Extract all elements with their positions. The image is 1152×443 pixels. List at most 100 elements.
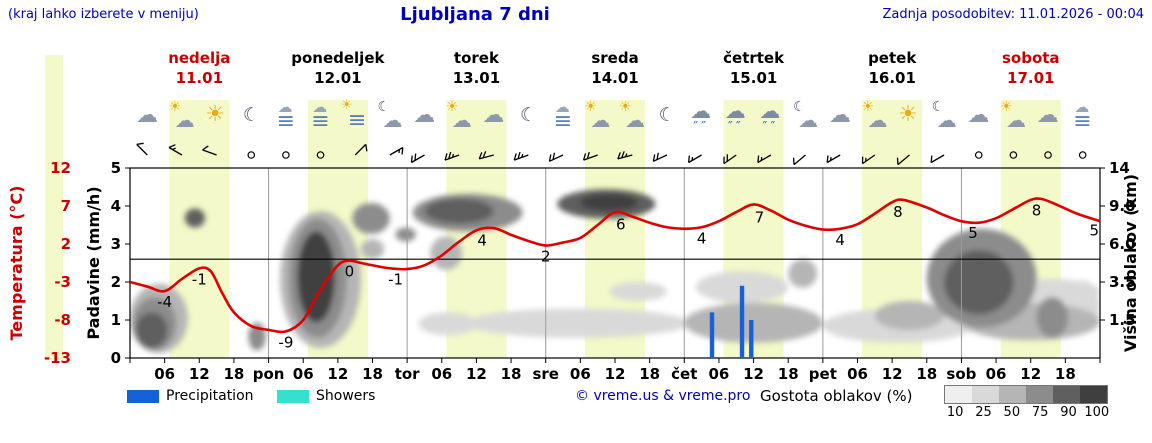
temperature-value-label: 7 bbox=[755, 209, 765, 227]
sun-icon: ☀ bbox=[199, 97, 234, 141]
time-tick-label: 06 bbox=[847, 365, 868, 383]
precip-tick-label: 2 bbox=[111, 273, 121, 291]
showers-label: Showers bbox=[316, 388, 376, 404]
day-headers: nedelja 11.01 ponedeljek 12.01 torek 13.01 sre… bbox=[130, 48, 1100, 88]
wind-barb bbox=[757, 154, 772, 164]
icon-glyph: ☁ bbox=[312, 98, 328, 116]
precip-bar bbox=[709, 312, 715, 358]
cloud-region bbox=[609, 282, 667, 301]
time-tick-label: 06 bbox=[708, 365, 729, 383]
icon-glyph: ☀ bbox=[1000, 99, 1013, 115]
temp-tick-label: 12 bbox=[50, 159, 71, 177]
time-tick-label: 12 bbox=[743, 365, 764, 383]
temperature-value-label: 8 bbox=[1032, 202, 1042, 220]
day-abbrev-label: sob bbox=[946, 365, 976, 383]
icon-glyph: ☁ bbox=[1006, 108, 1027, 132]
density-scale-cell bbox=[1026, 386, 1053, 403]
cloud-height-tick-label: 14 bbox=[1109, 159, 1130, 177]
day-header: nedelja 11.01 bbox=[130, 48, 269, 88]
density-scale-cell bbox=[999, 386, 1026, 403]
day-name: četrtek bbox=[723, 49, 785, 67]
time-tick-label: 12 bbox=[466, 365, 487, 383]
icon-glyph: ″ bbox=[735, 120, 741, 135]
wind-barb bbox=[136, 142, 148, 156]
precipitation-label: Precipitation bbox=[166, 388, 254, 404]
temperature-value-label: 0 bbox=[345, 263, 355, 281]
density-scale-tick: 25 bbox=[975, 405, 992, 420]
day-name: sreda bbox=[591, 49, 639, 67]
icon-glyph: ☁ bbox=[451, 108, 472, 132]
temperature-curve: -4 -1 -9 0 -1 4 2 6 4 7 4 8 5 8 5 bbox=[129, 197, 1101, 351]
time-tick-label: 12 bbox=[882, 365, 903, 383]
cloud-sun-icon: ☀ ☁ bbox=[857, 97, 892, 141]
day-abbrev-label: pon bbox=[253, 365, 285, 383]
temp-tick-label: -3 bbox=[54, 273, 71, 291]
cloud-region bbox=[464, 308, 691, 338]
time-tick-label: 06 bbox=[154, 365, 175, 383]
precipitation-axis-title: Padavine (mm/h) bbox=[84, 186, 103, 339]
day-header: četrtek 15.01 bbox=[684, 48, 823, 88]
last-update: Zadnja posodobitev: 11.01.2026 - 00:04 bbox=[882, 7, 1144, 22]
temperature-line bbox=[129, 197, 1101, 334]
temperature-value-label: 6 bbox=[616, 216, 626, 234]
wind-barb bbox=[282, 151, 290, 159]
wind-barb bbox=[861, 154, 876, 165]
density-scale-tick: 75 bbox=[1031, 405, 1049, 420]
cloud-sun-icon: ☀ ☁ bbox=[442, 97, 477, 141]
wind-barb bbox=[652, 152, 668, 162]
icon-glyph: ≡ bbox=[347, 108, 367, 133]
icon-glyph: ≡ bbox=[311, 109, 330, 134]
cloud-region bbox=[1036, 297, 1069, 338]
icon-glyph: ☁ bbox=[554, 98, 570, 116]
icon-glyph: ☁ bbox=[798, 108, 819, 132]
temperature-value-label: 5 bbox=[968, 224, 978, 242]
day-name: ponedeljek bbox=[291, 49, 385, 67]
icon-glyph: ☁ bbox=[413, 103, 436, 128]
day-name: petek bbox=[868, 49, 917, 67]
wind-barb bbox=[478, 151, 494, 160]
time-tick-label: 18 bbox=[223, 365, 244, 383]
time-tick-label: 06 bbox=[293, 365, 314, 383]
icon-glyph: ≡ bbox=[276, 109, 295, 134]
cloud-height-tick-label: 9.0 bbox=[1109, 197, 1136, 215]
day-header: petek 16.01 bbox=[823, 48, 962, 88]
wind-barb bbox=[354, 143, 368, 156]
temperature-value-label: 2 bbox=[541, 248, 551, 266]
day-abbrev-label: čet bbox=[671, 365, 697, 383]
icon-glyph: ☀ bbox=[861, 99, 875, 115]
wind-barb bbox=[582, 151, 598, 161]
time-tick-label: 18 bbox=[1055, 365, 1076, 383]
icon-glyph: ″ bbox=[762, 120, 768, 135]
wind-barb bbox=[202, 145, 217, 156]
moon-icon: ☾ bbox=[511, 97, 546, 141]
cloud-region bbox=[684, 302, 823, 343]
cloud-region bbox=[297, 231, 335, 323]
time-tick-label: 12 bbox=[327, 365, 348, 383]
temperature-value-label: 4 bbox=[477, 232, 487, 250]
icon-glyph: ″ bbox=[693, 120, 699, 135]
day-header: torek 13.01 bbox=[407, 48, 546, 88]
icon-glyph: ″ bbox=[770, 120, 776, 135]
wind-barb bbox=[247, 151, 256, 159]
wind-barbs-row bbox=[136, 142, 1087, 166]
temperature-value-label: -4 bbox=[157, 293, 172, 311]
cloud-height-tick-label: 1.5 bbox=[1109, 311, 1136, 329]
cloud-region bbox=[418, 312, 477, 336]
temperature-axis-title: Temperatura (°C) bbox=[7, 186, 26, 341]
day-abbrev-label: tor bbox=[395, 365, 420, 383]
wind-barb bbox=[687, 154, 702, 164]
cloud-region bbox=[184, 208, 206, 228]
icon-glyph: ☁ bbox=[828, 103, 851, 128]
temperature-value-label: 8 bbox=[893, 203, 903, 221]
icon-glyph: ☁ bbox=[174, 108, 195, 132]
precip-tick-label: 0 bbox=[111, 349, 121, 367]
density-scale-cell bbox=[1053, 386, 1080, 403]
copyright-link[interactable]: © vreme.us & vreme.pro bbox=[575, 388, 751, 404]
precip-tick-label: 1 bbox=[111, 311, 121, 329]
icon-glyph: ≡ bbox=[1073, 109, 1092, 134]
cloud-moon-icon: ☾ ☁ bbox=[372, 97, 407, 141]
cloud-icon: ☁ bbox=[476, 97, 511, 141]
density-scale-cell bbox=[945, 386, 972, 403]
wind-barb bbox=[617, 151, 633, 160]
